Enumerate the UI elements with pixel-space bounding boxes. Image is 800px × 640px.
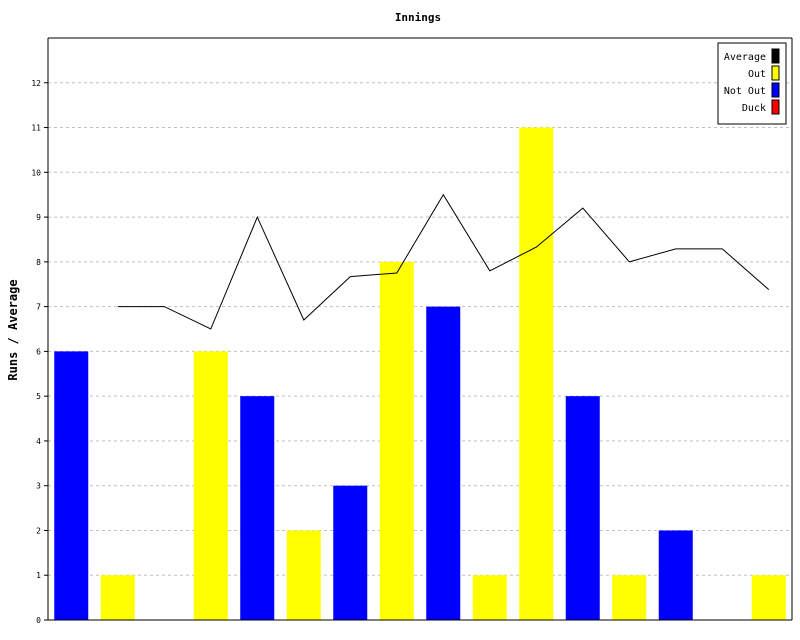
bar-not-out xyxy=(240,396,275,620)
chart-title: Innings xyxy=(395,11,441,24)
y-tick-label: 7 xyxy=(36,303,41,312)
legend-label: Average xyxy=(724,52,766,63)
bar-not-out xyxy=(54,351,89,620)
legend-swatch xyxy=(771,82,780,98)
bar-not-out xyxy=(333,485,368,620)
bar-out xyxy=(286,530,321,620)
bar-out xyxy=(751,575,786,620)
y-tick-label: 2 xyxy=(36,526,41,535)
y-tick-label: 10 xyxy=(31,168,41,177)
bar-out xyxy=(519,127,554,621)
legend: Average Out Not Out Duck xyxy=(717,42,787,125)
bar-out xyxy=(100,575,135,620)
legend-swatch xyxy=(771,48,780,64)
bar-out xyxy=(612,575,647,620)
bar-out xyxy=(472,575,507,620)
y-tick-label: 3 xyxy=(36,482,41,491)
y-axis-label: Runs / Average xyxy=(6,279,20,380)
legend-swatch xyxy=(771,65,780,81)
y-tick-label: 11 xyxy=(31,124,41,133)
y-tick-label: 5 xyxy=(36,392,41,401)
bars xyxy=(54,127,786,621)
average-series-line xyxy=(117,193,770,330)
y-tick-label: 6 xyxy=(36,347,41,356)
y-tick-label: 0 xyxy=(36,616,41,625)
y-tick-label: 12 xyxy=(31,79,41,88)
y-tick-label: 8 xyxy=(36,258,41,267)
bar-not-out xyxy=(565,396,600,620)
bar-out xyxy=(379,261,414,620)
legend-label: Duck xyxy=(742,103,766,114)
legend-swatch xyxy=(771,99,780,115)
y-tick-label: 4 xyxy=(36,437,41,446)
y-tick-label: 1 xyxy=(36,571,41,580)
y-tick-label: 9 xyxy=(36,213,41,222)
grid xyxy=(48,82,792,576)
bar-not-out xyxy=(658,530,693,620)
legend-label: Not Out xyxy=(724,86,766,97)
bar-not-out xyxy=(426,306,461,620)
legend-label: Out xyxy=(748,69,766,80)
average-line xyxy=(117,193,770,330)
bar-out xyxy=(193,351,228,620)
